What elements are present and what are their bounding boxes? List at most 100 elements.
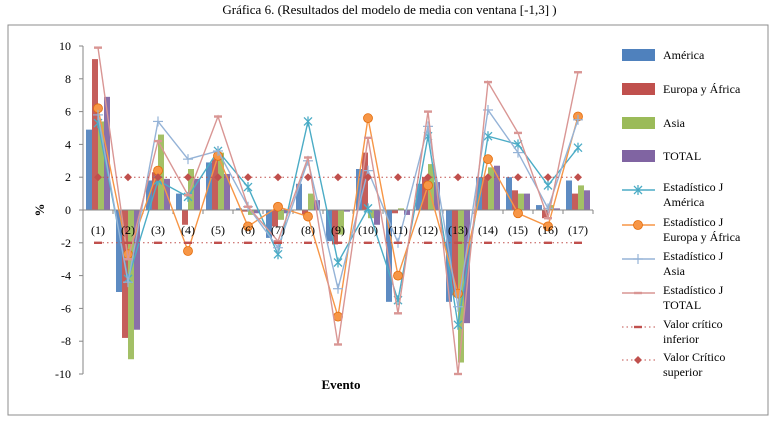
y-tick-label: -4 [61,269,71,283]
x-tick-label: (14) [478,223,498,237]
point [633,254,643,264]
point [423,180,433,191]
legend-item: TOTAL [622,149,701,163]
point [573,114,583,125]
bar [518,193,524,210]
legend-label-line: América [663,195,705,209]
point [333,283,343,294]
point [94,173,102,182]
point [153,116,163,127]
bar [254,210,260,214]
x-tick-label: (6) [241,223,255,237]
bar [248,210,254,215]
point [424,173,432,182]
legend-swatch [622,83,655,95]
bar [482,177,488,210]
legend-item: Europa y África [622,82,741,96]
bar [122,210,128,338]
legend-label: Valor Crítico superior [663,350,725,379]
point [453,319,463,330]
x-tick-label: (7) [271,223,285,237]
y-tick-label: -2 [61,236,71,250]
legend-item: Asia [622,116,686,130]
legend-swatch [622,117,655,129]
y-tick-label: 10 [59,39,71,53]
x-tick-label: (12) [418,223,438,237]
bar [452,210,458,296]
legend-label: Estadístico J TOTAL [663,283,724,312]
point [213,145,223,156]
bar [398,208,404,210]
bar [368,210,374,219]
bar [296,183,302,210]
bar [488,167,494,210]
y-tick-label: 8 [65,72,71,86]
point [484,173,492,182]
bar [176,193,182,210]
bar [326,210,332,242]
legend-label-line: Estadístico J [663,215,724,229]
legend-label: Valor crítico inferior [663,317,723,346]
point [543,180,553,191]
bar [416,183,422,210]
point [454,173,462,182]
x-axis-label: Evento [322,377,361,392]
x-tick-label: (1) [91,223,105,237]
y-tick-label: 0 [65,203,71,217]
legend-item: Estadístico J Asia [622,249,724,278]
legend-swatch [622,49,655,61]
bar [584,190,590,210]
y-axis-label: % [32,204,47,217]
legend-item: Estadístico J Europa y África [622,215,741,244]
y-tick-label: 4 [65,137,71,151]
point [633,185,643,195]
bar [266,210,272,238]
bar [572,193,578,210]
y-tick-label: -8 [61,334,71,348]
y-tick-label: 2 [65,170,71,184]
y-tick-label: -10 [55,367,71,381]
point [184,173,192,182]
legend-label: TOTAL [663,149,701,163]
bar [182,210,188,225]
legend-label: Estadístico J Asia [663,249,724,278]
point [304,173,312,182]
point [633,220,643,230]
x-tick-label: (11) [388,223,408,237]
legend-item: Valor crítico inferior [622,317,723,346]
point [244,173,252,182]
x-tick-label: (8) [301,223,315,237]
point [513,147,523,158]
x-tick-label: (10) [358,223,378,237]
point [154,173,162,182]
legend-label: Estadístico J América [663,180,724,209]
legend: América Europa y África Asia TOTAL Estadísti… [622,48,741,379]
x-tick-label: (5) [211,223,225,237]
bar [314,200,320,210]
bar [272,210,278,227]
legend-item: América [622,48,705,62]
point [303,116,313,127]
bar [92,59,98,211]
bar [332,210,338,245]
point [363,203,373,214]
bar [404,210,410,215]
bar [566,180,572,210]
legend-label-line: Valor Crítico [663,350,725,364]
bar [302,210,308,215]
bar [134,210,140,330]
bar [542,210,548,219]
point [333,257,343,268]
point [634,356,642,364]
legend-label-line: América [663,48,705,62]
point [574,173,582,182]
y-tick-label: -6 [61,301,71,315]
point [544,173,552,182]
legend-label: Estadístico J Europa y África [663,215,741,244]
point [423,121,433,132]
point [303,211,313,222]
point [334,173,342,182]
bar [308,193,314,210]
chart-frame [7,24,769,416]
